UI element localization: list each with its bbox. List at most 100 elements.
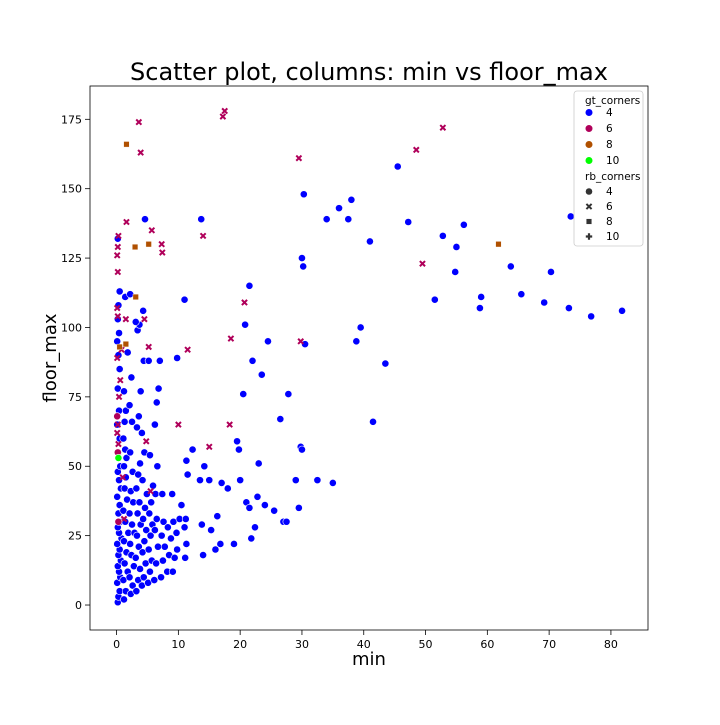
data-point (113, 304, 121, 312)
data-point (113, 540, 122, 548)
data-point (132, 293, 139, 300)
data-point (181, 553, 190, 562)
data-point (134, 470, 143, 479)
data-point (291, 476, 300, 485)
data-point (517, 290, 526, 299)
data-point (127, 373, 136, 382)
data-point (547, 268, 555, 276)
data-point (131, 553, 140, 562)
data-point (115, 440, 122, 448)
data-point (145, 241, 152, 248)
data-point (140, 537, 149, 546)
data-point (157, 531, 166, 540)
data-point (154, 542, 162, 551)
data-point (134, 412, 143, 421)
data-point (152, 559, 161, 568)
y-tick-label: 100 (61, 321, 82, 334)
data-point (168, 490, 177, 498)
data-point (139, 573, 148, 582)
data-point (114, 421, 122, 428)
x-axis: 0 10 20 30 40 50 60 70 80 (113, 630, 618, 651)
data-point (138, 476, 147, 485)
data-point (294, 503, 303, 512)
legend-style-label: 4 (606, 186, 613, 198)
data-point (245, 503, 254, 512)
data-point (119, 434, 128, 443)
data-point (211, 545, 220, 554)
data-point (121, 406, 130, 415)
x-tick-label: 50 (419, 638, 433, 651)
data-point (155, 356, 164, 365)
data-point (282, 517, 291, 526)
data-point (141, 503, 149, 512)
data-point (114, 268, 122, 276)
data-point (144, 356, 153, 365)
data-point (175, 421, 182, 428)
data-point (123, 348, 132, 357)
data-point (146, 531, 155, 540)
data-point (142, 526, 151, 534)
chart-title: Scatter plot, columns: min vs floor_max (130, 58, 608, 86)
data-point (113, 354, 121, 362)
data-point (565, 304, 573, 312)
data-point (136, 387, 145, 396)
data-point (116, 376, 124, 384)
data-point (146, 451, 154, 460)
x-tick-label: 10 (171, 638, 185, 651)
data-point (352, 337, 361, 346)
x-tick-label: 80 (604, 638, 618, 651)
data-point (197, 520, 206, 529)
data-point (141, 215, 149, 224)
data-point (301, 340, 309, 349)
data-point (199, 232, 207, 240)
data-point (221, 107, 229, 115)
data-point (128, 581, 137, 590)
data-point (347, 195, 356, 204)
legend-style-marker (585, 187, 593, 196)
data-point (120, 462, 128, 471)
y-tick-label: 0 (75, 599, 82, 612)
data-point (452, 243, 461, 251)
data-point (159, 556, 167, 565)
legend-hue-swatch (584, 140, 594, 149)
legend-hue-swatch (584, 156, 594, 165)
data-point (123, 218, 130, 226)
data-point (213, 512, 222, 521)
data-point (182, 456, 191, 465)
data-point (328, 478, 337, 487)
y-tick-label: 50 (68, 460, 82, 473)
data-point (120, 387, 128, 396)
data-point (295, 154, 303, 162)
data-point (335, 204, 343, 213)
data-point (223, 484, 232, 493)
data-point (381, 359, 390, 368)
data-point (205, 443, 213, 451)
data-point (120, 417, 129, 426)
data-point (167, 534, 175, 543)
legend: gt_corners 4 6 8 10 rb_corners 4 6 8 10 (573, 90, 644, 247)
data-point (439, 124, 447, 131)
data-point (128, 417, 136, 426)
legend-hue-title: gt_corners (585, 95, 640, 107)
data-point (247, 534, 256, 543)
data-point (236, 476, 245, 485)
data-point (404, 218, 413, 226)
data-point (284, 390, 293, 398)
data-point (114, 454, 123, 462)
data-point (356, 323, 365, 332)
data-point (125, 509, 134, 518)
data-point (136, 565, 144, 573)
data-point (183, 470, 192, 479)
legend-style-label: 8 (606, 216, 613, 228)
data-point (276, 415, 285, 423)
legend-style-label: 10 (606, 231, 619, 243)
data-point (125, 401, 134, 410)
data-point (157, 573, 165, 582)
data-point (168, 567, 177, 576)
y-tick-label: 150 (61, 183, 82, 196)
data-point (159, 517, 168, 526)
data-point (133, 509, 142, 518)
data-point (170, 553, 179, 562)
data-point (145, 509, 154, 518)
